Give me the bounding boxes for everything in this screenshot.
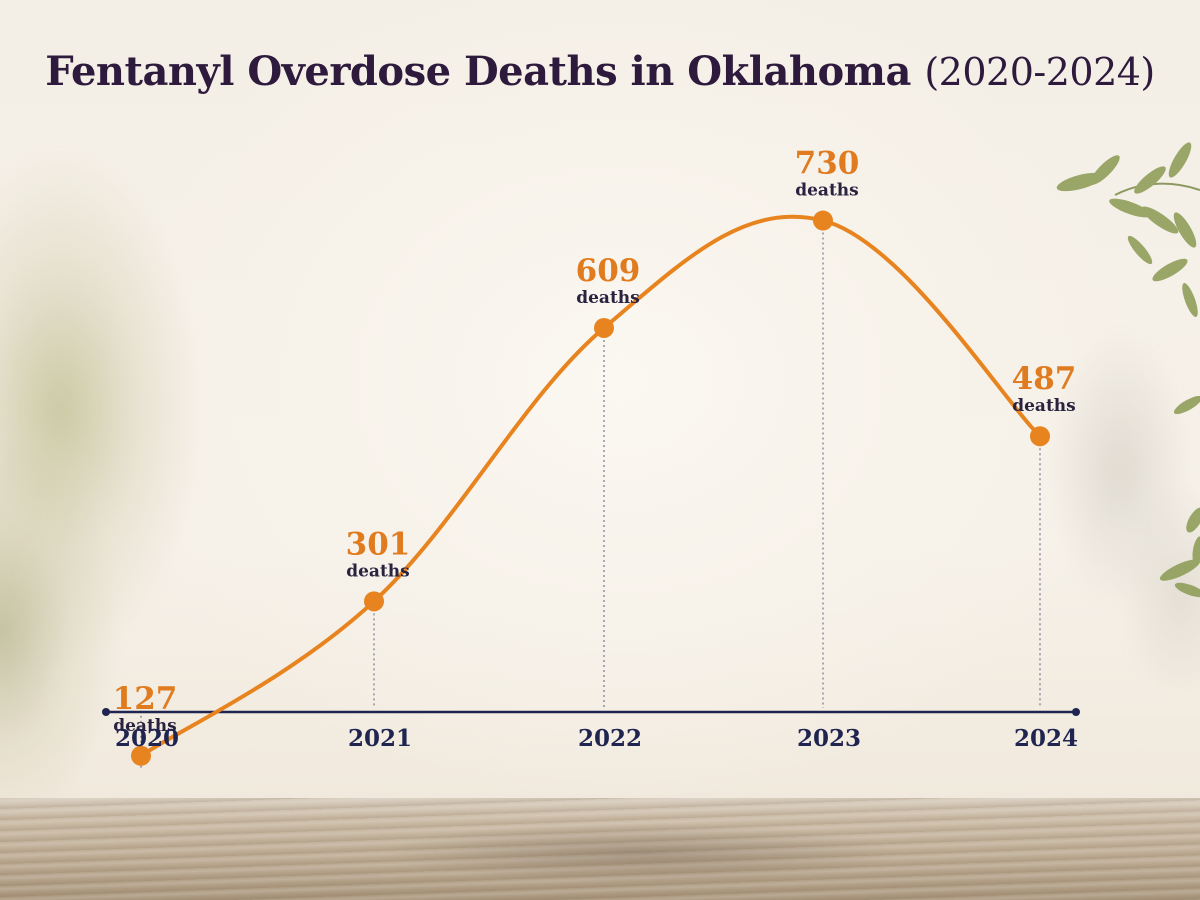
x-tick-2022: 2022 [578, 725, 642, 752]
x-axis-end-cap [1072, 708, 1080, 716]
x-tick-labels: 2020 2021 2022 2023 2024 [115, 725, 1078, 752]
wooden-table-surface [0, 798, 1200, 900]
blurred-foliage-left [0, 150, 240, 850]
x-tick-2023: 2023 [797, 725, 861, 752]
data-point-2022 [594, 317, 614, 338]
data-points [131, 210, 1050, 766]
value-unit-2020: deaths [113, 716, 177, 736]
x-tick-2020: 2020 [115, 725, 179, 752]
x-tick-2021: 2021 [348, 725, 412, 752]
chart-title-years: (2020-2024) [924, 50, 1155, 94]
leaf-shadow-right [1000, 330, 1200, 690]
data-point-2020 [131, 745, 151, 766]
value-label-2023: 730 [795, 146, 860, 182]
data-point-2024 [1030, 426, 1050, 447]
value-label-2021: 301 [346, 526, 411, 562]
value-label-2020: 127 [113, 681, 178, 717]
value-label-2022: 609 [576, 253, 641, 289]
data-labels: 127deaths301deaths609deaths730deaths487d… [113, 146, 1077, 736]
value-label-2024: 487 [1012, 361, 1077, 397]
x-tick-2024: 2024 [1014, 725, 1078, 752]
value-unit-2021: deaths [346, 561, 410, 581]
chart-title: Fentanyl Overdose Deaths in Oklahoma (20… [0, 48, 1200, 95]
dotted-guide-lines [140, 232, 1041, 768]
value-unit-2023: deaths [795, 181, 859, 201]
value-unit-2024: deaths [1012, 396, 1076, 416]
chart-title-main: Fentanyl Overdose Deaths in Oklahoma [45, 48, 911, 95]
x-axis-start-cap [102, 708, 110, 716]
x-axis [102, 708, 1080, 716]
data-point-2023 [813, 210, 833, 231]
plant-leaves-decoration [1056, 142, 1200, 598]
data-point-2021 [364, 591, 384, 612]
value-unit-2022: deaths [576, 288, 640, 308]
